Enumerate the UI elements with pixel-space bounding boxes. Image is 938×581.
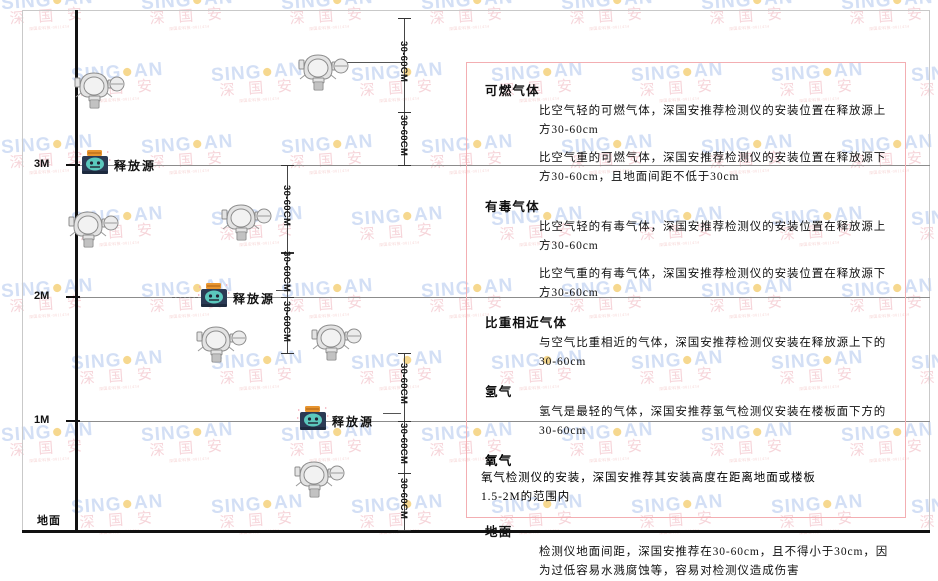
- dimension-tick: [398, 530, 411, 531]
- dimension-line: [404, 18, 405, 112]
- dimension-tick: [281, 253, 294, 254]
- source-2m: [197, 281, 231, 316]
- leader-line-top: [347, 62, 403, 63]
- panel-section: 比重相近气体与空气比重相近的气体，深国安推荐检测仪安装在释放源上下的30-60c…: [481, 312, 891, 372]
- dimension-line: [287, 165, 288, 252]
- panel-section-paragraph: 氢气是最轻的气体，深国安推荐氢气检测仪安装在楼板面下方的30-60cm: [539, 406, 887, 437]
- panel-ground-heading: 地面: [485, 525, 513, 539]
- panel-section-heading: 氢气: [485, 385, 513, 399]
- dimension-line: [404, 353, 405, 421]
- leader-line: [383, 413, 401, 414]
- axis-label-2m: 2M: [34, 290, 50, 302]
- panel-section-paragraph: 比空气重的有毒气体，深国安推荐检测仪的安装位置在释放源下方30-60cm: [539, 268, 887, 299]
- dimension-line: [287, 297, 288, 353]
- detector-2m-below: [190, 320, 248, 371]
- panel-section-heading: 可燃气体: [485, 84, 540, 98]
- ground-line: [22, 530, 930, 533]
- vertical-axis: [75, 10, 78, 533]
- detector-3m-above: [68, 66, 126, 117]
- detector-1m-below: [288, 455, 346, 506]
- dimension-tick: [398, 421, 411, 422]
- dimension-line: [287, 253, 288, 297]
- panel-section: 可燃气体比空气轻的可燃气体，深国安推荐检测仪的安装位置在释放源上方30-60cm…: [481, 80, 891, 187]
- axis-label-1m: 1M: [34, 414, 50, 426]
- dimension-tick: [281, 252, 294, 253]
- level-line-2m: [76, 297, 930, 298]
- source-label: 释放源: [114, 159, 157, 173]
- level-line-3m: [76, 165, 930, 166]
- panel-ground-text: 检测仪地面间距，深国安推荐在30-60cm，且不得小于30cm，因为过低容易水溅…: [539, 546, 889, 577]
- source-1m: [296, 404, 330, 439]
- panel-inline-text: 氧气检测仪的安装，深国安推荐其安装高度在距离地面或楼板1.5-2M的范围内: [481, 472, 816, 503]
- dimension-label: 30-60CM: [398, 41, 409, 83]
- level-tick-2m: [66, 296, 80, 298]
- panel-section-paragraph: 比空气重的可燃气体，深国安推荐检测仪的安装位置在释放源下方30-60cm，且地面…: [539, 152, 887, 183]
- panel-inline-heading: 氧气: [485, 454, 513, 468]
- dimension-tick: [281, 297, 294, 298]
- panel-ground-section: 地面检测仪地面间距，深国安推荐在30-60cm，且不得小于30cm，因为过低容易…: [481, 521, 891, 581]
- source-label: 释放源: [233, 292, 276, 306]
- detector-3m-below-right: [215, 198, 273, 249]
- leader-dashed: [172, 297, 198, 298]
- source-3m: [78, 148, 112, 183]
- dimension-line: [404, 421, 405, 473]
- leader-line: [276, 290, 290, 291]
- dimension-tick: [398, 473, 411, 474]
- dimension-tick: [398, 165, 411, 166]
- panel-section-paragraph: 比空气轻的可燃气体，深国安推荐检测仪的安装位置在释放源上方30-60cm: [539, 105, 887, 136]
- dimension-label: 30-60CM: [281, 301, 292, 343]
- panel-sections: 可燃气体比空气轻的可燃气体，深国安推荐检测仪的安装位置在释放源上方30-60cm…: [481, 80, 891, 581]
- level-line-1m: [76, 421, 930, 422]
- panel-section-heading: 比重相近气体: [485, 316, 568, 330]
- dimension-line: [404, 112, 405, 165]
- dimension-line: [404, 473, 405, 530]
- dimension-label: 30-60CM: [281, 184, 292, 226]
- panel-section-paragraph: 比空气轻的有毒气体，深国安推荐检测仪的安装位置在释放源上方30-60cm: [539, 221, 887, 252]
- dimension-label: 30-60CM: [398, 363, 409, 405]
- dimension-tick: [281, 165, 294, 166]
- level-tick-1m: [66, 420, 80, 422]
- dimension-tick: [398, 18, 411, 19]
- dimension-tick: [398, 353, 411, 354]
- dimension-tick: [281, 353, 294, 354]
- panel-section-heading: 有毒气体: [485, 200, 540, 214]
- panel-section: 氢气氢气是最轻的气体，深国安推荐氢气检测仪安装在楼板面下方的30-60cm: [481, 381, 891, 441]
- panel-section-paragraph: 与空气比重相近的气体，深国安推荐检测仪安装在释放源上下的30-60cm: [539, 337, 887, 368]
- dimension-label: 30-60CM: [398, 423, 409, 465]
- info-panel: 可燃气体比空气轻的可燃气体，深国安推荐检测仪的安装位置在释放源上方30-60cm…: [466, 62, 906, 577]
- dimension-label: 30-60CM: [281, 251, 292, 293]
- source-label: 释放源: [332, 415, 375, 429]
- dimension-label: 30-60CM: [398, 477, 409, 519]
- detector-3m-below: [62, 205, 120, 256]
- ground-label: 地面: [37, 515, 61, 527]
- panel-section: 有毒气体比空气轻的有毒气体，深国安推荐检测仪的安装位置在释放源上方30-60cm…: [481, 196, 891, 303]
- detector-2m-below-right: [305, 318, 363, 369]
- dimension-tick: [398, 112, 411, 113]
- dimension-label: 30-60CM: [398, 114, 409, 156]
- level-tick-3m: [66, 164, 80, 166]
- axis-label-3m: 3M: [34, 158, 50, 170]
- detector-top-right: [292, 48, 350, 99]
- panel-inline-section: 氧气氧气检测仪的安装，深国安推荐其安装高度在距离地面或楼板1.5-2M的范围内: [481, 450, 891, 507]
